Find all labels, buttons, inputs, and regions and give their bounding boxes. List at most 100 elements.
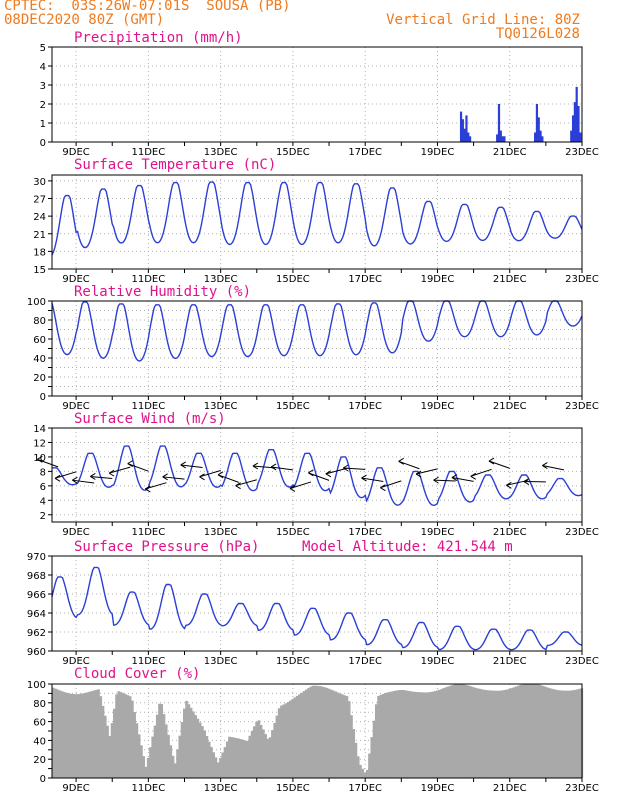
cloud-cover-bar [88,691,91,778]
cloud-cover-bar [395,690,398,778]
plot-frame [51,555,583,652]
cloud-cover-bar [76,694,80,778]
x-tick-label: 19DEC [421,656,455,667]
cloud-cover-bar [72,694,75,778]
cloud-cover-bar [332,690,335,778]
cloud-cover-bar [377,695,380,778]
cloud-cover-bar [356,756,360,778]
cloud-cover-bar [230,737,234,778]
y-tick-label: 0 [40,138,46,149]
cloud-cover-bar [133,711,136,778]
x-tick-label: 17DEC [348,783,382,794]
cloud-cover-bar [291,698,295,778]
y-tick-label: 8 [40,467,46,478]
cloud-cover-bar [198,722,202,778]
cloud-cover-bar [359,764,362,778]
cloud-cover-bar [388,691,392,778]
cloud-cover-bar [289,700,292,778]
x-tick-label: 11DEC [132,656,166,667]
cloud-cover-bar [336,692,340,778]
wind-arrowhead [415,470,422,478]
wind-arrow [488,460,510,469]
x-tick-label: 9DEC [62,147,89,158]
wind-arrow [199,470,221,478]
x-tick-label: 11DEC [132,147,166,158]
wind-arrow [451,477,474,482]
y-tick-label: 60 [33,335,46,346]
wind-arrowhead [289,485,296,492]
cloud-cover-bar [155,714,159,778]
cloud-cover-bar [562,690,566,778]
x-tick-label: 17DEC [348,656,382,667]
cloud-cover-bar [103,715,107,778]
cloud-cover-bar [185,700,188,778]
cloud-cover-bar [173,763,177,778]
cloud-cover-bar [149,747,152,778]
cloud-cover-bar [571,690,575,778]
cloud-cover-bar [135,723,139,778]
cloud-cover-bar [158,703,161,778]
cloud-cover-bar [417,692,421,778]
cloud-cover-bar [97,689,100,778]
wind-arrowhead [217,471,224,479]
cloud-cover-bar [386,692,389,778]
cloud-cover-bar [435,690,439,778]
x-tick-label: 23DEC [565,401,599,412]
cloud-cover-bar [182,708,186,778]
x-tick-label: 21DEC [493,401,527,412]
wind-arrow [37,458,59,468]
cloud-cover-bar [243,740,247,778]
cloud-cover-bar [277,708,281,778]
cloud-cover-bar [164,724,168,778]
cloud-cover-bar [454,684,457,778]
cloud-cover-bar [478,688,482,778]
wind-arrow [235,479,257,487]
cloud-cover-bar [234,737,238,778]
cloud-cover-bar [323,687,326,778]
wind-arrowhead [361,474,367,482]
cloud-cover-bar [205,736,209,778]
cloud-cover-bar [424,692,428,778]
cloud-cover-bar [411,691,414,778]
y-tick-label: 3 [40,81,46,92]
wind-arrow [162,476,185,480]
cloud-cover-bar [438,689,441,778]
cloud-cover-bar [415,692,419,778]
cloud-cover-bar [56,689,60,778]
y-tick-label: 964 [27,609,46,620]
wind-arrowhead [37,455,43,463]
cloud-cover-bar [248,735,252,778]
cloud-cover-bar [463,684,466,778]
cloud-cover-bar [560,690,563,778]
y-tick-label: 15 [33,265,46,276]
wind-arrowhead [72,476,78,484]
y-tick-label: 1 [40,119,46,130]
cloud-cover-bar [153,725,157,778]
cloud-cover-bar [503,689,507,778]
precip-bar [579,132,582,142]
cloud-cover-bar [284,703,288,778]
cloud-cover-bar [422,692,426,778]
cloud-cover-bar [194,715,197,778]
cloud-cover-bar [273,722,276,778]
precip-bar [537,117,540,142]
cloud-cover-bar [128,696,132,778]
cloud-cover-bar [212,752,216,778]
cloud-cover-bar [420,692,423,778]
cloud-cover-bar [393,690,396,778]
wind-arrowhead [235,482,241,490]
cloud-cover-bar [90,691,94,778]
cloud-cover-bar [203,730,206,778]
wind-arrowhead [523,478,530,485]
cloud-cover-bar [379,694,383,778]
wind-arrowhead [380,484,386,492]
cloud-cover-bar [476,688,480,778]
cloud-cover-bar [58,690,62,778]
cloud-cover-bar [381,693,385,778]
wind-arrow [90,475,113,480]
y-tick-label: 12 [33,438,46,449]
cloud-cover-bar [363,772,367,778]
cloud-cover-bar [325,687,328,778]
precip-bar [535,104,539,142]
